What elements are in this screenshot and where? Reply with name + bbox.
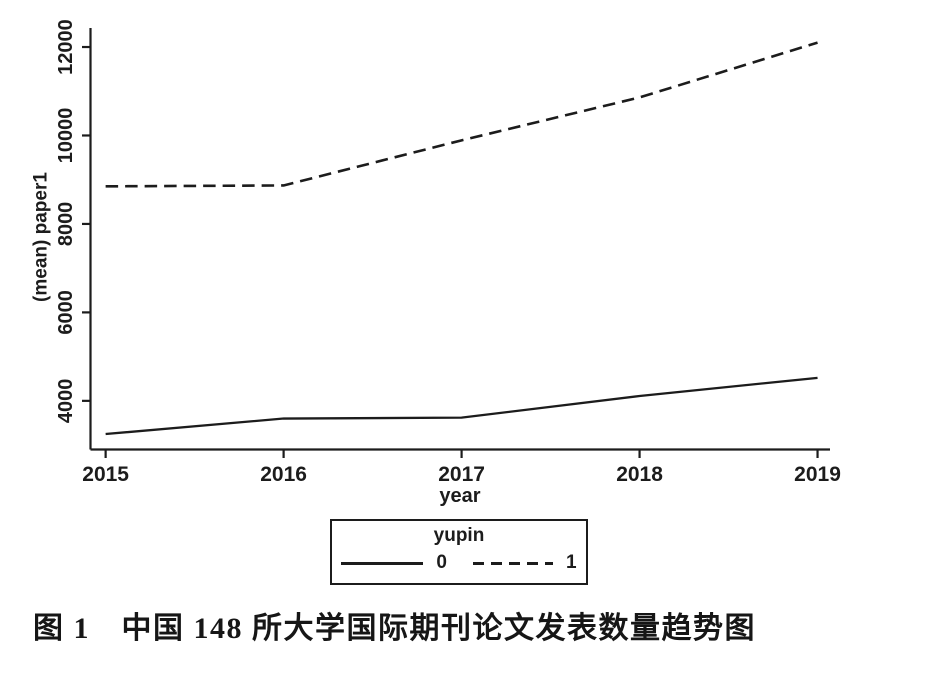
y-axis-title: (mean) paper1	[31, 172, 52, 302]
x-tick-label: 2019	[794, 463, 841, 486]
y-tick-label: 4000	[55, 379, 77, 424]
x-tick-label: 2018	[616, 463, 663, 486]
legend-title: yupin	[433, 525, 485, 546]
x-axis-title: year	[439, 485, 480, 507]
legend-solid-line-sample	[341, 561, 424, 565]
legend-dashed-line-sample	[473, 561, 553, 565]
x-axis-ticks: 2015 2016 2017 2018 2019	[82, 449, 841, 486]
legend-entries: 0 1	[332, 552, 586, 574]
series-line-0	[105, 376, 818, 436]
y-axis-ticks: 4000 6000 8000 10000 12000	[55, 19, 91, 423]
legend: yupin 0 1	[330, 519, 588, 585]
x-tick-label: 2016	[260, 463, 307, 486]
y-tick-label: 12000	[55, 19, 77, 75]
x-tick-label: 2015	[82, 463, 129, 486]
legend-entry-label: 1	[566, 552, 577, 573]
series-line-1	[105, 41, 818, 188]
y-tick-label: 6000	[55, 290, 77, 335]
y-tick-label: 10000	[55, 108, 77, 164]
y-tick-label: 8000	[55, 202, 77, 247]
x-tick-label: 2017	[438, 463, 485, 486]
figure-caption: 图 1 中国 148 所大学国际期刊论文发表数量趋势图	[33, 612, 756, 645]
series-lines	[105, 41, 818, 436]
axes	[89, 28, 830, 451]
legend-entry-label: 0	[436, 552, 447, 573]
